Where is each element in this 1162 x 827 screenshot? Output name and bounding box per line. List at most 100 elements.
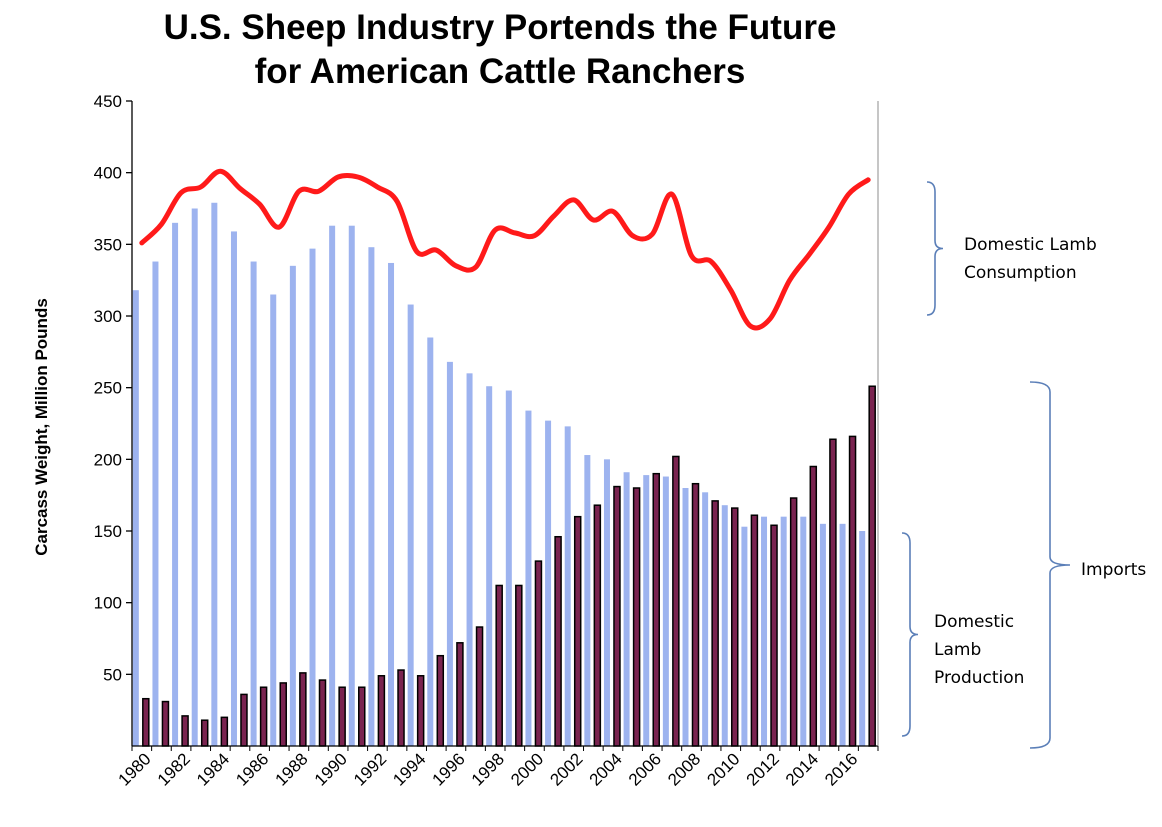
x-tick-label: 2006	[625, 749, 665, 789]
imports-bar-2011	[750, 514, 759, 747]
imports-bar-2016	[848, 435, 857, 747]
x-tick-label: 1998	[468, 749, 508, 789]
imports-bar-1980	[142, 697, 150, 747]
production-bar-1999	[505, 390, 512, 746]
imports-bar-2014	[809, 465, 818, 747]
y-tick-label: 450	[94, 92, 122, 111]
imports-bar-1987	[279, 682, 287, 747]
y-tick-label: 250	[94, 379, 122, 398]
y-tick-label: 50	[103, 665, 122, 684]
x-tick-label: 2004	[586, 749, 626, 789]
x-tick-label: 1982	[154, 749, 194, 789]
production-bar-2013	[780, 516, 787, 746]
x-tick-label: 1996	[429, 749, 469, 789]
x-tick-label: 2016	[821, 749, 861, 789]
imports-bar-2007	[672, 455, 680, 747]
imports-bar-2003	[593, 504, 602, 747]
production-bar-2005	[623, 472, 630, 746]
production-bar-2015	[819, 523, 826, 746]
production-bar-1991	[348, 225, 355, 746]
imports-bar-1999	[515, 584, 523, 747]
imports-bar-1984	[220, 716, 229, 747]
production-bar-2014	[800, 516, 807, 746]
imports-bar-2009	[711, 500, 719, 747]
x-tick-label: 1984	[193, 749, 233, 789]
production-bar-2000	[525, 410, 532, 746]
production-annotation: Domestic Lamb Production	[934, 608, 1024, 692]
y-tick-label: 300	[94, 307, 122, 326]
production-bar-1983	[191, 208, 198, 746]
consumption-annotation-line-2: Consumption	[964, 263, 1077, 283]
imports-bar-2012	[770, 524, 778, 747]
x-tick-label: 1988	[272, 749, 312, 789]
x-tick-label: 1980	[114, 749, 154, 789]
production-bar-2017	[859, 531, 866, 746]
imports-bar-2010	[731, 507, 739, 747]
imports-bar-1986	[259, 686, 268, 747]
x-tick-label: 1994	[389, 749, 429, 789]
production-bar-2016	[839, 523, 846, 746]
x-tick-label: 2000	[507, 749, 547, 789]
consumption-line	[139, 168, 871, 331]
consumption-annotation: Domestic Lamb Consumption	[964, 231, 1097, 287]
production-bar-1980	[132, 290, 139, 746]
imports-bar-1988	[299, 672, 307, 747]
imports-bar-2013	[789, 497, 798, 747]
imports-bar-1991	[358, 686, 366, 747]
x-axis-ticks: 1980 1982 1984 1986 1988 1990 1992 1994 1996 1998…	[114, 746, 879, 790]
imports-bar-1981	[161, 700, 170, 747]
imports-bar-1983	[200, 719, 209, 747]
imports-bar-2001	[554, 535, 562, 747]
imports-bar-2000	[534, 560, 543, 747]
chart-title-line-1: U.S. Sheep Industry Portends the Future	[163, 8, 837, 47]
production-annotation-line-3: Production	[934, 668, 1025, 688]
x-tick-label: 2012	[743, 749, 783, 789]
production-bracket	[901, 532, 919, 737]
production-bar-1989	[309, 248, 316, 746]
y-tick-label: 200	[94, 450, 122, 469]
annotation-brackets	[901, 181, 1071, 749]
production-annotation-line-1: Domestic	[934, 612, 1015, 632]
production-bar-1984	[211, 202, 218, 746]
production-bar-2010	[721, 505, 728, 746]
imports-bar-2008	[691, 482, 700, 747]
chart-title-line-2: for American Cattle Ranchers	[254, 52, 746, 91]
production-bar-1985	[230, 231, 237, 746]
x-tick-label: 1990	[311, 749, 351, 789]
production-bar-1990	[329, 225, 336, 746]
imports-bar-1989	[318, 679, 327, 747]
imports-bracket	[1029, 381, 1071, 749]
imports-bar-1982	[181, 715, 189, 747]
production-bar-1993	[388, 262, 395, 746]
production-bar-2011	[741, 526, 748, 746]
imports-annotation: Imports	[1081, 560, 1147, 580]
y-tick-label: 400	[94, 164, 122, 183]
consumption-annotation-line-1: Domestic Lamb	[964, 235, 1097, 255]
production-bar-2003	[584, 455, 591, 746]
production-bar-2001	[545, 420, 552, 746]
imports-bar-1992	[377, 675, 386, 747]
imports-bar-1997	[475, 626, 484, 747]
production-bar-2006	[643, 475, 650, 746]
consumption-bracket	[926, 181, 944, 316]
imports-bar-1993	[397, 669, 405, 747]
y-axis-ticks: 50 100 150 200 250 300 350 400 450	[94, 92, 132, 684]
production-bar-2004	[603, 459, 610, 746]
x-tick-label: 2014	[782, 749, 822, 789]
x-tick-label: 2002	[546, 749, 586, 789]
imports-bar-1990	[338, 686, 346, 747]
imports-bar-2002	[573, 515, 582, 747]
imports-bar-1985	[240, 693, 248, 747]
imports-bar-2017	[868, 385, 876, 747]
y-tick-label: 100	[94, 594, 122, 613]
production-bar-2012	[761, 516, 768, 746]
y-tick-label: 350	[94, 235, 122, 254]
chart-title: U.S. Sheep Industry Portends the Future …	[0, 6, 1000, 94]
production-bar-2002	[564, 426, 571, 746]
x-tick-label: 2010	[703, 749, 743, 789]
imports-bar-2005	[632, 487, 641, 747]
production-bar-1992	[368, 247, 375, 746]
production-bar-1997	[466, 373, 473, 746]
production-annotation-line-2: Lamb	[934, 640, 982, 660]
